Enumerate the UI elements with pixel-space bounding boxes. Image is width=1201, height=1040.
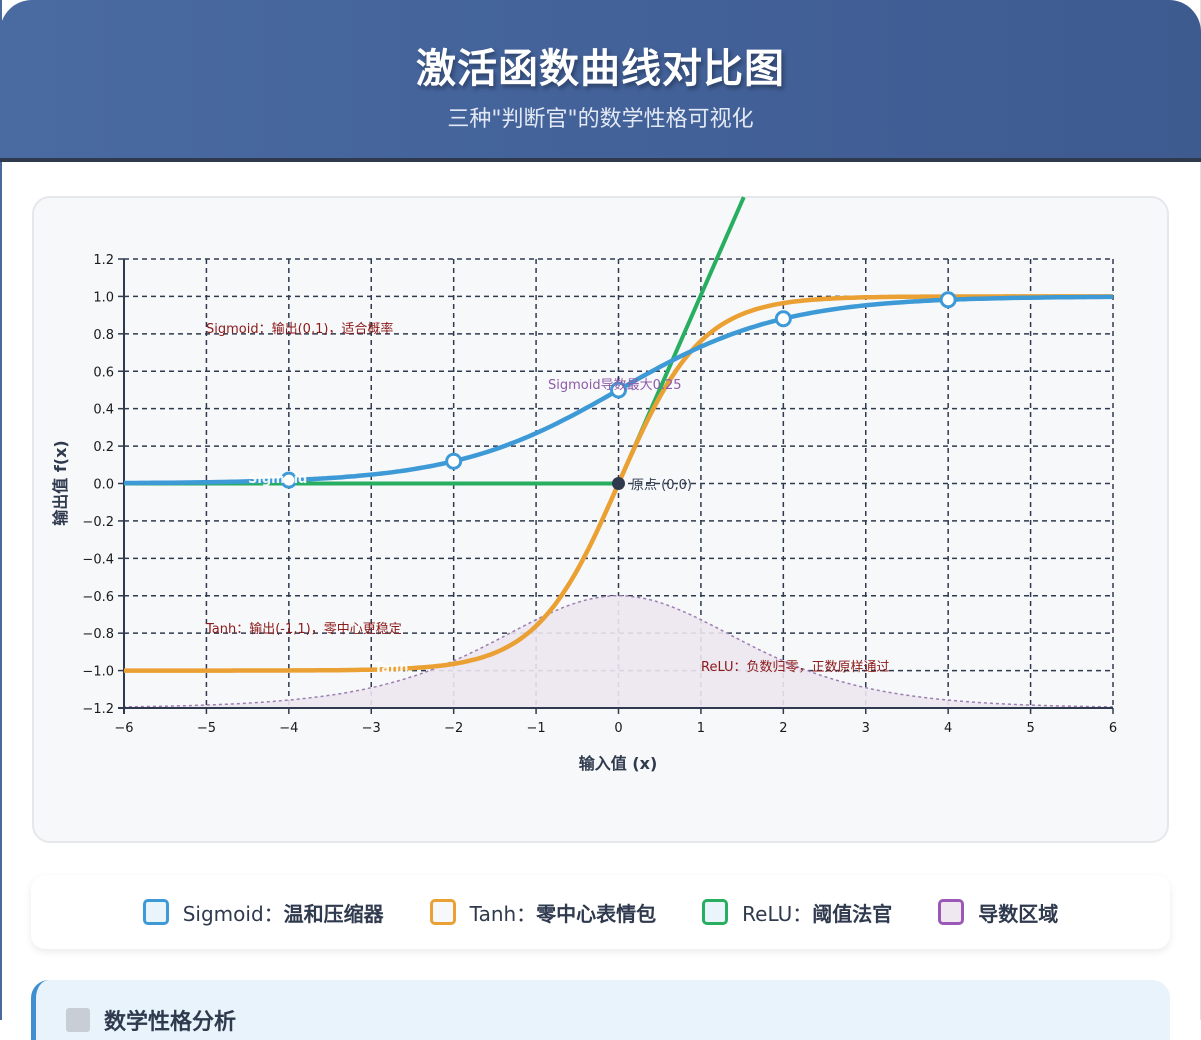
svg-text:−1.2: −1.2 [82, 702, 114, 717]
legend-label: Tanh：零中心表情包 [469, 901, 657, 926]
chart-card: −6 −5 −4 −3 −2 −1 0 1 2 3 4 5 6 1.2 1.0 0.8 0.6 0.4 0.2 0.0… [32, 196, 1169, 843]
svg-text:4: 4 [944, 721, 952, 736]
svg-text:2: 2 [779, 721, 787, 736]
svg-text:−0.6: −0.6 [82, 590, 114, 605]
svg-text:−5: −5 [197, 721, 216, 736]
svg-text:0.6: 0.6 [93, 365, 114, 380]
analysis-title: 数学性格分析 [66, 1004, 236, 1036]
svg-text:1.0: 1.0 [93, 290, 114, 305]
svg-text:0.8: 0.8 [93, 328, 114, 343]
sigmoid-markers [280, 291, 957, 489]
annotation-sigmoid-derivative: Sigmoid导数最大0.25 [548, 378, 682, 393]
derivative-swatch [938, 899, 965, 925]
memo-icon [66, 1008, 90, 1032]
relu-swatch [702, 899, 729, 925]
legend-item-sigmoid[interactable]: Sigmoid：温和压缩器 [142, 898, 384, 927]
annotation-origin: 原点 (0,0) [631, 478, 692, 493]
svg-text:5: 5 [1026, 721, 1034, 736]
legend-label: 导数区域 [978, 901, 1059, 926]
annotation-tanh: Tanh：输出(-1,1)，零中心更稳定 [205, 621, 402, 637]
x-axis-label: 输入值 (x) [579, 754, 658, 773]
tanh-inline-label: Tanh [374, 661, 408, 676]
svg-text:3: 3 [862, 721, 870, 736]
svg-text:0.2: 0.2 [93, 440, 114, 455]
relu-curve [124, 196, 746, 486]
axes: −6 −5 −4 −3 −2 −1 0 1 2 3 4 5 6 1.2 1.0 0.8 0.6 0.4 0.2 0.0… [82, 253, 1117, 736]
annotation-sigmoid: Sigmoid：输出(0,1)，适合概率 [206, 321, 393, 337]
legend-item-derivative[interactable]: 导数区域 [938, 898, 1058, 927]
analysis-title-text: 数学性格分析 [104, 1010, 237, 1035]
svg-text:−0.8: −0.8 [82, 627, 114, 642]
svg-text:−2: −2 [444, 721, 463, 736]
legend-item-relu[interactable]: ReLU：阈值法官 [702, 898, 892, 927]
svg-text:−3: −3 [362, 721, 381, 736]
legend: Sigmoid：温和压缩器 Tanh：零中心表情包 ReLU：阈值法官 导数区域 [31, 875, 1170, 949]
page-header: 激活函数曲线对比图 三种"判断官"的数学性格可视化 [0, 0, 1201, 162]
activation-chart: −6 −5 −4 −3 −2 −1 0 1 2 3 4 5 6 1.2 1.0 0.8 0.6 0.4 0.2 0.0… [51, 196, 1117, 773]
svg-text:−1.0: −1.0 [82, 665, 114, 680]
legend-label: Sigmoid：温和压缩器 [182, 901, 384, 926]
y-axis-label: 输出值 f(x) [51, 440, 70, 525]
svg-text:1: 1 [697, 721, 705, 736]
derivative-area [123, 595, 1114, 709]
tanh-swatch [429, 899, 456, 925]
svg-text:−0.4: −0.4 [82, 552, 114, 567]
svg-text:0: 0 [614, 721, 622, 736]
svg-text:−6: −6 [114, 721, 133, 736]
page-subtitle: 三种"判断官"的数学性格可视化 [447, 107, 754, 132]
origin-point [612, 477, 625, 490]
svg-text:0.0: 0.0 [93, 478, 114, 493]
svg-text:6: 6 [1109, 721, 1117, 736]
sigmoid-inline-label: Sigmoid [248, 472, 307, 487]
analysis-section: 数学性格分析 [31, 980, 1170, 1040]
svg-text:−4: −4 [279, 721, 298, 736]
sigmoid-swatch [142, 899, 169, 925]
svg-text:1.2: 1.2 [93, 253, 114, 268]
legend-label: ReLU：阈值法官 [742, 901, 893, 926]
svg-text:−0.2: −0.2 [82, 515, 114, 530]
svg-text:−1: −1 [526, 721, 545, 736]
annotation-relu: ReLU：负数归零，正数原样通过 [701, 660, 890, 675]
page-title: 激活函数曲线对比图 [416, 46, 785, 92]
svg-text:0.4: 0.4 [93, 403, 114, 418]
legend-item-tanh[interactable]: Tanh：零中心表情包 [429, 898, 657, 927]
